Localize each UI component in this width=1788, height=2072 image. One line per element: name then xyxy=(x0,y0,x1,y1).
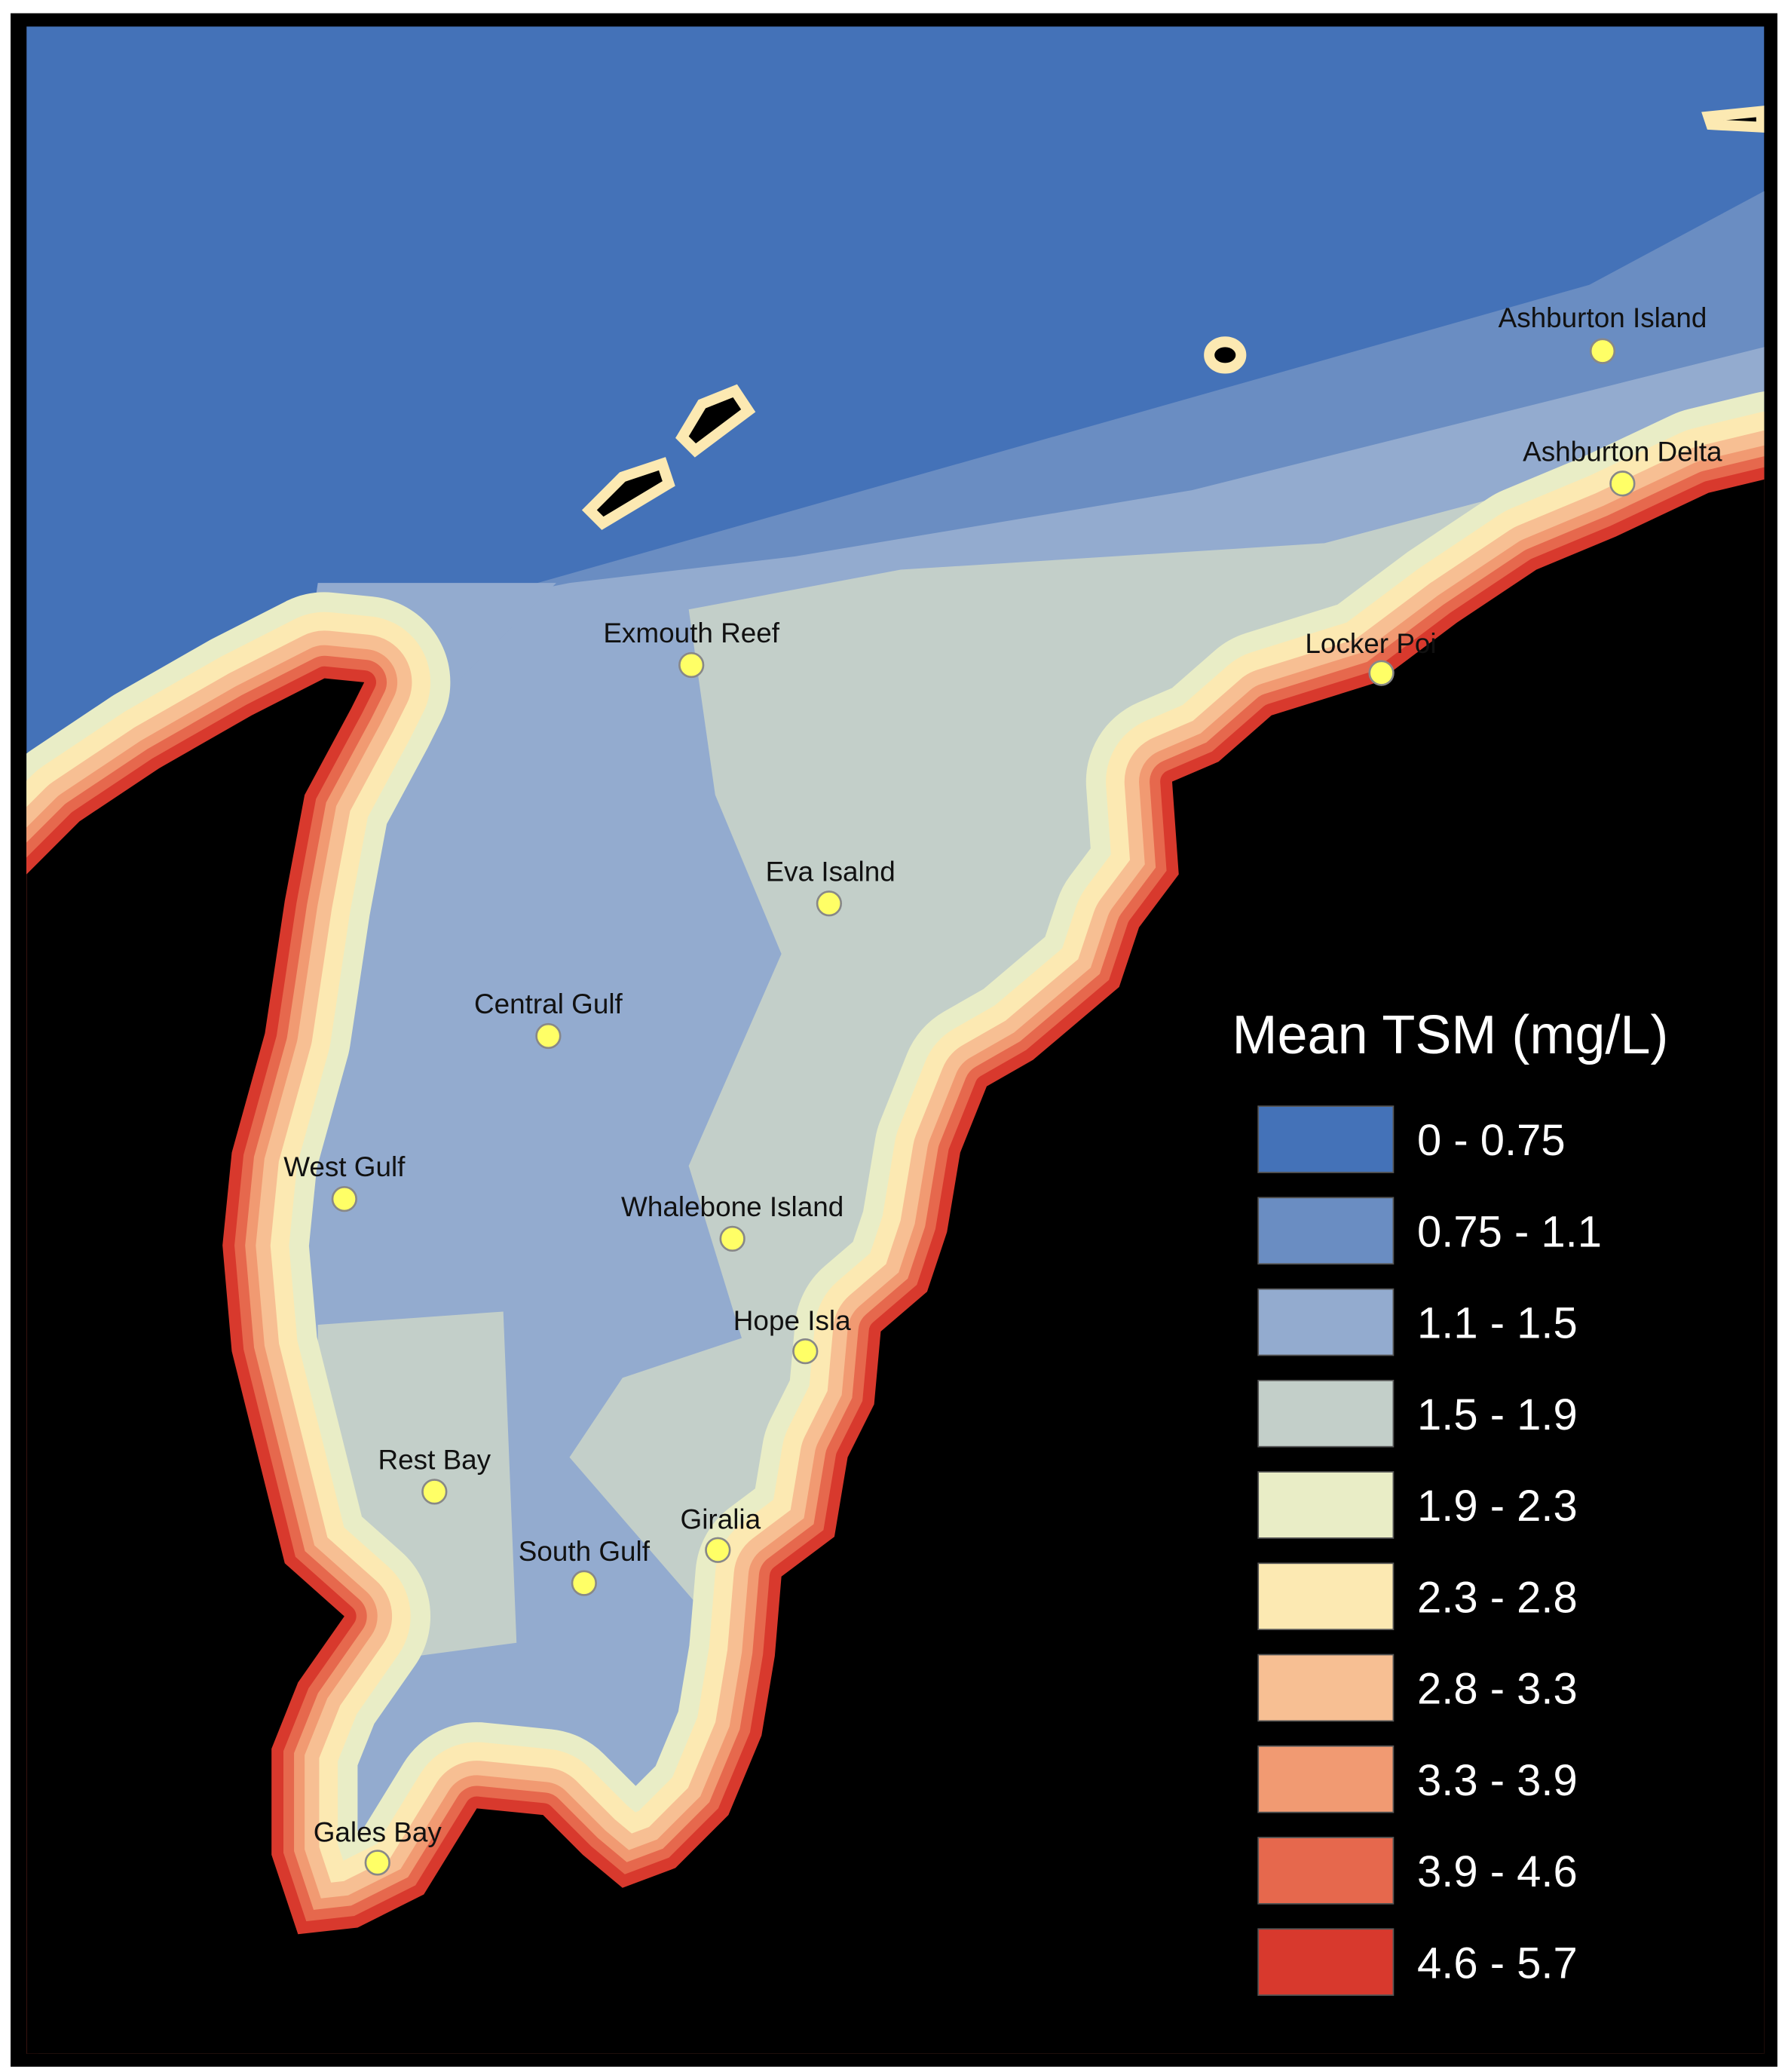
site-label: Ashburton Island xyxy=(1499,302,1707,333)
site-label: Giralia xyxy=(681,1504,761,1535)
legend-label: 2.3 - 2.8 xyxy=(1417,1574,1578,1622)
island xyxy=(1204,336,1247,374)
site-marker xyxy=(421,1479,448,1505)
legend-label: 4.6 - 5.7 xyxy=(1417,1939,1578,1988)
site-marker xyxy=(571,1570,597,1596)
legend: 0 - 0.75 0.75 - 1.1 1.1 - 1.5 1.5 - 1.9 1.9 … xyxy=(1257,1105,1602,1996)
legend-label: 2.8 - 3.3 xyxy=(1417,1666,1578,1714)
legend-swatch xyxy=(1257,1562,1395,1631)
sites: Ashburton Island Ashburton Delta Locker Po… xyxy=(283,302,1722,1876)
site-marker xyxy=(331,1185,357,1212)
site-marker xyxy=(678,651,705,679)
map-area xyxy=(26,26,1765,2054)
site-marker xyxy=(1589,338,1616,364)
site-label: Locker Poi xyxy=(1305,628,1436,659)
site-marker xyxy=(1368,660,1395,686)
legend-label: 1.9 - 2.3 xyxy=(1417,1482,1578,1531)
site-label: South Gulf xyxy=(519,1536,651,1567)
site-label: Central Gulf xyxy=(474,988,623,1019)
site-label: Gales Bay xyxy=(314,1816,442,1847)
legend-swatch xyxy=(1257,1288,1395,1356)
site-marker xyxy=(792,1338,819,1365)
island xyxy=(675,384,756,458)
legend-swatch xyxy=(1257,1928,1395,1996)
legend-swatch xyxy=(1257,1471,1395,1539)
legend-label: 0.75 - 1.1 xyxy=(1417,1208,1602,1256)
site-label: West Gulf xyxy=(283,1151,406,1182)
site-label: Ashburton Delta xyxy=(1523,436,1722,467)
site-marker xyxy=(719,1225,746,1252)
legend-title: Mean TSM (mg/L) xyxy=(1232,1005,1668,1065)
legend-swatch xyxy=(1257,1745,1395,1813)
site-label: Hope Isla xyxy=(733,1305,851,1336)
site-label: Eva Isalnd xyxy=(766,856,896,887)
site-marker xyxy=(364,1850,390,1876)
site-label: Rest Bay xyxy=(378,1445,491,1476)
legend-label: 3.3 - 3.9 xyxy=(1417,1757,1578,1805)
site-label: Exmouth Reef xyxy=(603,618,779,648)
legend-swatch xyxy=(1257,1654,1395,1722)
site-label: Whalebone Island xyxy=(621,1191,843,1222)
legend-label: 1.5 - 1.9 xyxy=(1417,1391,1578,1439)
legend-swatch xyxy=(1257,1837,1395,1905)
legend-label: 3.9 - 4.6 xyxy=(1417,1848,1578,1896)
legend-label: 1.1 - 1.5 xyxy=(1417,1300,1578,1348)
site-marker xyxy=(535,1022,562,1050)
site-marker xyxy=(816,890,843,917)
legend-swatch xyxy=(1257,1379,1395,1448)
island xyxy=(581,457,675,530)
legend-swatch xyxy=(1257,1105,1395,1173)
site-marker xyxy=(705,1537,731,1563)
islands xyxy=(581,106,1765,530)
legend-swatch xyxy=(1257,1197,1395,1265)
legend-label: 0 - 0.75 xyxy=(1417,1117,1566,1165)
site-marker xyxy=(1609,470,1636,497)
island xyxy=(1701,106,1765,133)
